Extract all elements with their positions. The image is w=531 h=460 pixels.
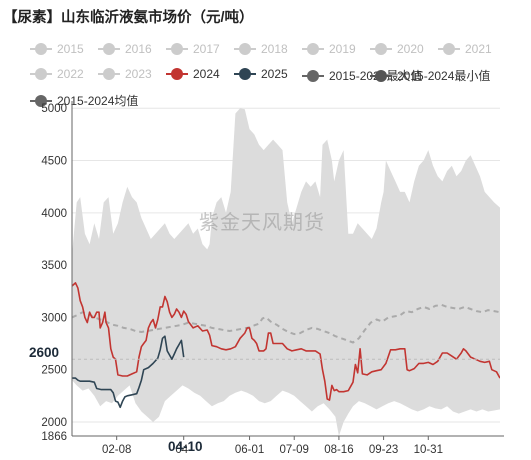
legend-item-2019[interactable]: 2019: [302, 42, 356, 56]
x-tick-label: 04-: [175, 444, 192, 456]
legend-item-2018[interactable]: 2018: [234, 42, 288, 56]
y-tick-label: 3500: [41, 260, 67, 272]
legend-swatch-icon: [98, 43, 120, 55]
cursor-x-label: 04-10: [168, 439, 203, 454]
legend-swatch-icon: [234, 43, 256, 55]
legend-label: 2019: [329, 42, 356, 56]
legend-swatch-icon: [30, 68, 52, 80]
legend-item-2022[interactable]: 2022: [30, 67, 84, 81]
y-tick-label: 4500: [41, 156, 67, 168]
legend-swatch-icon: [30, 94, 52, 107]
legend-label: 2020: [397, 42, 424, 56]
legend-label: 2015-2024最小值: [397, 69, 491, 83]
chart-title: 【尿素】山东临沂液氨市场价（元/吨）: [3, 10, 254, 26]
legend-swatch-icon: [370, 69, 392, 82]
legend-label: 2022: [57, 67, 84, 81]
legend-swatch-icon: [302, 69, 324, 82]
legend-swatch-icon: [166, 68, 188, 80]
legend-swatch-icon: [438, 43, 460, 55]
y-tick-label: 2000: [41, 417, 67, 429]
y-tick-label: 3000: [41, 312, 67, 324]
legend-item-2015[interactable]: 2015: [30, 42, 84, 56]
y-tick-label: 1866: [41, 431, 67, 443]
legend-item-2020[interactable]: 2020: [370, 42, 424, 56]
legend-label: 2023: [125, 67, 152, 81]
y-tick-label: 5000: [41, 103, 67, 115]
legend-label: 2016: [125, 42, 152, 56]
x-tick-label: 08-16: [324, 444, 353, 456]
cursor-y-label: 2600: [29, 345, 60, 360]
y-tick-label: 2500: [41, 365, 67, 377]
legend-label: 2025: [261, 67, 288, 81]
legend-item-2024[interactable]: 2024: [166, 67, 220, 81]
legend-label: 2015: [57, 42, 84, 56]
series-line-2025: [72, 335, 185, 409]
legend-item-2023[interactable]: 2023: [98, 67, 152, 81]
legend-label: 2021: [465, 42, 492, 56]
y-tick-label: 4000: [41, 208, 67, 220]
x-tick-label: 07-09: [280, 444, 309, 456]
legend-swatch-icon: [302, 43, 324, 55]
watermark: 紫金天风期货: [199, 212, 325, 234]
chart-legend: 2015 2016 2017 2018 2019 2020 2021 2022 2023 2024…: [0, 0, 531, 110]
legend-label: 2015-2024均值: [57, 94, 139, 108]
legend-swatch-icon: [234, 68, 256, 80]
x-tick-label: 02-08: [102, 444, 131, 456]
legend-label: 2017: [193, 42, 220, 56]
x-tick-label: 09-23: [369, 444, 398, 456]
legend-label: 2024: [193, 67, 220, 81]
legend-swatch-icon: [30, 43, 52, 55]
x-tick-label: 10-31: [414, 444, 443, 456]
legend-swatch-icon: [98, 68, 120, 80]
series-line-2015-2024均值: [72, 303, 500, 344]
legend-item-2015-2024均值[interactable]: 2015-2024均值: [30, 92, 138, 109]
legend-label: 2018: [261, 42, 288, 56]
legend-item-2025[interactable]: 2025: [234, 67, 288, 81]
legend-item-2016[interactable]: 2016: [98, 42, 152, 56]
x-tick-label: 06-01: [235, 444, 264, 456]
legend-item-2015-2024最小值[interactable]: 2015-2024最小值: [370, 67, 490, 84]
legend-swatch-icon: [166, 43, 188, 55]
legend-item-2017[interactable]: 2017: [166, 42, 220, 56]
legend-item-2021[interactable]: 2021: [438, 42, 492, 56]
series-line-2024: [72, 282, 500, 401]
legend-swatch-icon: [370, 43, 392, 55]
range-band-area: [72, 108, 500, 436]
